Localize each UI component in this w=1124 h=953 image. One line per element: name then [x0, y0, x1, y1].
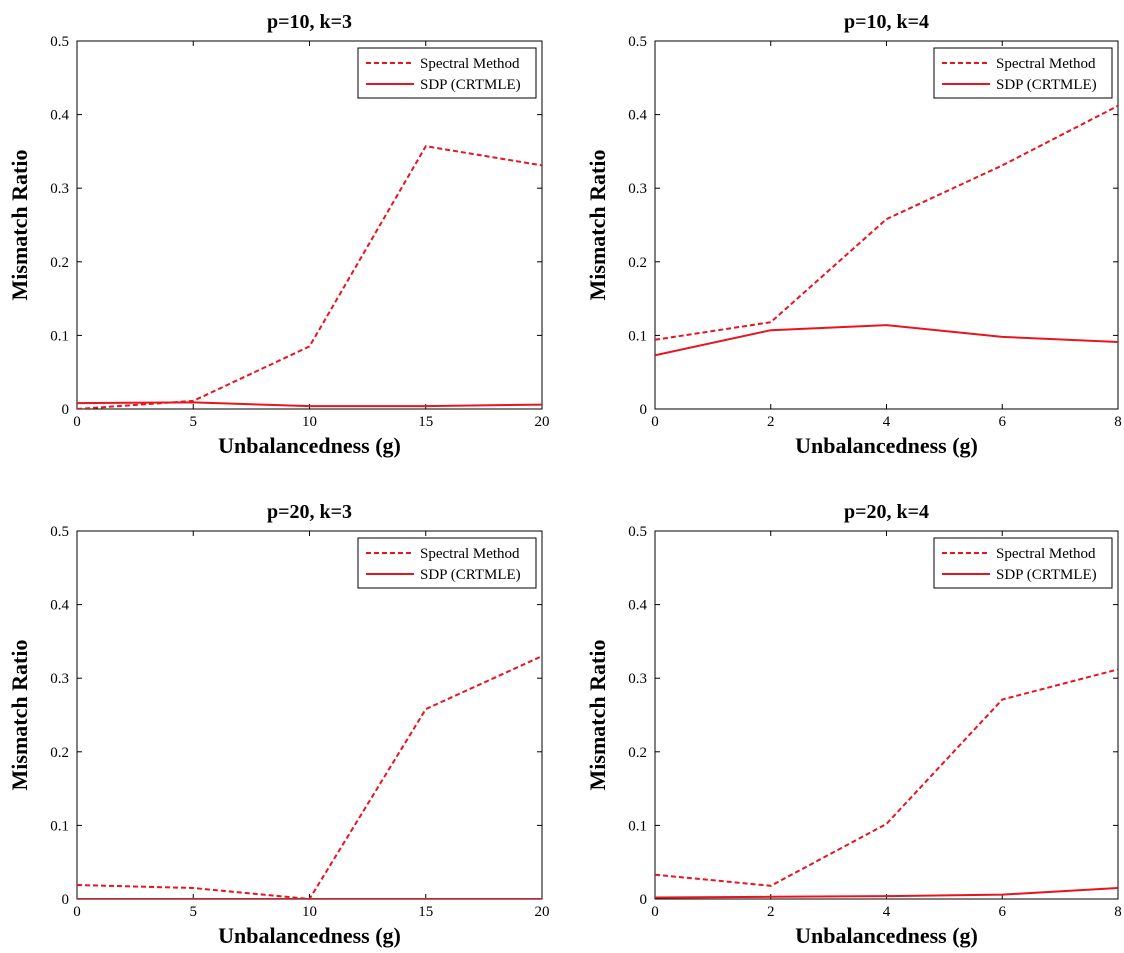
x-tick-label: 4 — [883, 414, 891, 430]
legend-label: SDP (CRTMLE) — [420, 77, 521, 93]
chart-panel-3: p=20, k=3 0 5 10 15 20 0 0.1 0.2 0.3 0.4 0.5 Unbalan… — [7, 501, 550, 948]
legend: Spectral Method SDP (CRTMLE) — [933, 537, 1113, 589]
y-tick-label: 0 — [62, 402, 70, 418]
series-line-spectral-method — [77, 655, 542, 899]
x-axis-label: Unbalancedness (g) — [795, 923, 978, 948]
y-tick-label: 0.2 — [50, 745, 69, 761]
y-tick-label: 0.5 — [50, 34, 69, 50]
legend-box — [933, 47, 1113, 99]
y-tick-label: 0 — [640, 892, 648, 908]
y-tick-label: 0.3 — [50, 181, 69, 197]
y-tick-label: 0.1 — [50, 328, 69, 344]
series-line-spectral-method — [655, 104, 1118, 341]
y-tick-label: 0.3 — [628, 181, 647, 197]
legend-label: SDP (CRTMLE) — [996, 77, 1097, 93]
y-tick-label: 0 — [640, 402, 648, 418]
x-axis-label: Unbalancedness (g) — [218, 433, 401, 458]
legend-label: Spectral Method — [996, 56, 1096, 72]
x-tick-label: 5 — [190, 904, 198, 920]
x-tick-label: 20 — [535, 904, 550, 920]
chart-title: p=10, k=4 — [844, 11, 929, 33]
legend-label: SDP (CRTMLE) — [420, 567, 521, 583]
x-tick-label: 15 — [418, 904, 433, 920]
legend-label: Spectral Method — [996, 546, 1096, 562]
x-tick-label: 8 — [1114, 414, 1122, 430]
series-line-sdp-crtmle — [655, 887, 1118, 899]
y-tick-label: 0.1 — [628, 328, 647, 344]
x-tick-label: 6 — [999, 414, 1007, 430]
chart-panel-2: p=10, k=4 0 2 4 6 8 0 0.1 0.2 0.3 0.4 0.5 Unbalanced… — [585, 11, 1122, 458]
chart-title: p=20, k=3 — [267, 501, 352, 523]
y-tick-label: 0.4 — [50, 598, 69, 614]
x-tick-label: 20 — [535, 414, 550, 430]
x-axis-label: Unbalancedness (g) — [795, 433, 978, 458]
chart-panel-1: p=10, k=3 0 5 10 15 20 0 0.1 0.2 0.3 0.4 0.5 Unbalan… — [7, 11, 550, 458]
x-tick-label: 6 — [999, 904, 1007, 920]
series-line-spectral-method — [655, 668, 1118, 887]
legend: Spectral Method SDP (CRTMLE) — [357, 537, 537, 589]
x-tick-label: 10 — [302, 414, 317, 430]
y-tick-label: 0.5 — [628, 34, 647, 50]
legend: Spectral Method SDP (CRTMLE) — [933, 47, 1113, 99]
y-tick-label: 0 — [62, 892, 70, 908]
y-tick-label: 0.2 — [50, 255, 69, 271]
legend-label: Spectral Method — [420, 546, 520, 562]
y-axis-label: Mismatch Ratio — [585, 640, 610, 791]
x-tick-label: 0 — [651, 414, 659, 430]
x-tick-label: 2 — [767, 904, 775, 920]
x-tick-label: 4 — [883, 904, 891, 920]
legend-label: SDP (CRTMLE) — [996, 567, 1097, 583]
y-axis-label: Mismatch Ratio — [7, 640, 32, 791]
legend-box — [933, 537, 1113, 589]
y-tick-label: 0.3 — [628, 671, 647, 687]
y-tick-label: 0.4 — [628, 598, 647, 614]
legend-box — [357, 537, 537, 589]
y-axis-label: Mismatch Ratio — [585, 150, 610, 301]
chart-title: p=10, k=3 — [267, 11, 352, 33]
y-tick-label: 0.4 — [50, 108, 69, 124]
x-tick-label: 8 — [1114, 904, 1122, 920]
legend-box — [357, 47, 537, 99]
y-tick-label: 0.5 — [50, 524, 69, 540]
series-line-spectral-method — [77, 145, 542, 409]
legend: Spectral Method SDP (CRTMLE) — [357, 47, 537, 99]
chart-title: p=20, k=4 — [844, 501, 929, 523]
x-tick-label: 10 — [302, 904, 317, 920]
x-tick-label: 0 — [73, 414, 81, 430]
y-tick-label: 0.2 — [628, 745, 647, 761]
x-tick-label: 15 — [418, 414, 433, 430]
x-tick-label: 0 — [73, 904, 81, 920]
y-tick-label: 0.1 — [628, 818, 647, 834]
y-tick-label: 0.5 — [628, 524, 647, 540]
y-tick-label: 0.4 — [628, 108, 647, 124]
chart-panel-4: p=20, k=4 0 2 4 6 8 0 0.1 0.2 0.3 0.4 0.5 Unbalanced… — [585, 501, 1122, 948]
x-tick-label: 0 — [651, 904, 659, 920]
y-tick-label: 0.2 — [628, 255, 647, 271]
series-line-sdp-crtmle — [655, 324, 1118, 357]
y-tick-label: 0.3 — [50, 671, 69, 687]
legend-label: Spectral Method — [420, 56, 520, 72]
y-axis-label: Mismatch Ratio — [7, 150, 32, 301]
x-tick-label: 5 — [190, 414, 198, 430]
x-axis-label: Unbalancedness (g) — [218, 923, 401, 948]
series-line-sdp-crtmle — [77, 401, 542, 408]
y-tick-label: 0.1 — [50, 818, 69, 834]
x-tick-label: 2 — [767, 414, 775, 430]
